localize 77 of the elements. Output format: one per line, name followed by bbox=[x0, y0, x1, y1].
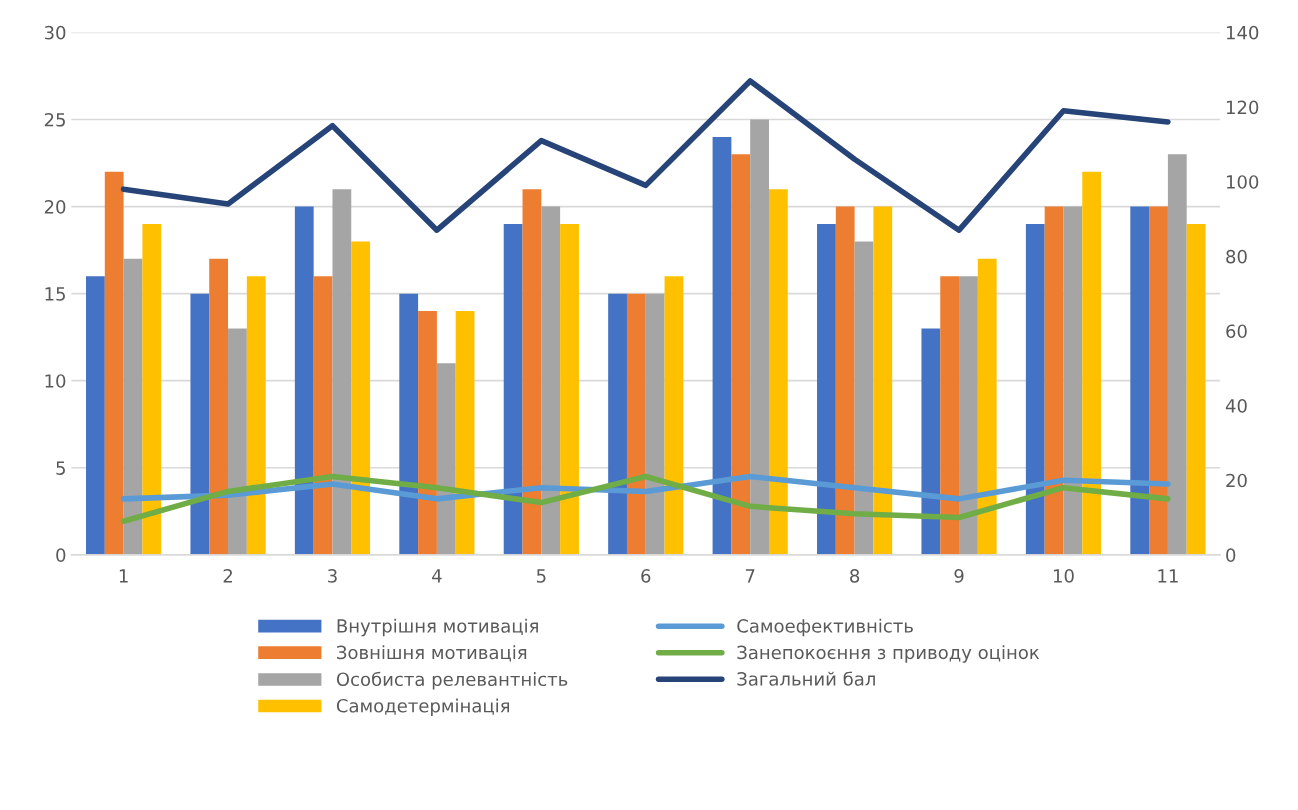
y-tick-label: 0 bbox=[56, 548, 66, 562]
y-tick-label: 5 bbox=[56, 461, 65, 475]
bar bbox=[560, 223, 579, 555]
bar bbox=[750, 119, 769, 555]
bar bbox=[873, 206, 893, 555]
bar bbox=[294, 206, 314, 555]
x-tick-label: 11 bbox=[1158, 569, 1178, 583]
bar bbox=[854, 241, 874, 555]
x-tick-label: 3 bbox=[328, 569, 337, 583]
x-tick-label: 5 bbox=[536, 569, 546, 583]
bar bbox=[645, 293, 665, 555]
bar bbox=[541, 206, 561, 555]
y2-tick-label: 0 bbox=[1226, 548, 1236, 562]
bar bbox=[522, 189, 542, 555]
y2-tick-label: 40 bbox=[1225, 399, 1247, 413]
legend-label: Самодетермінація bbox=[336, 698, 510, 717]
legend-label: Особиста релевантність bbox=[336, 671, 568, 690]
bar bbox=[921, 328, 941, 555]
legend-label: Внутрішня мотивація bbox=[337, 618, 538, 637]
x-tick-label: 8 bbox=[850, 569, 860, 583]
bar bbox=[608, 293, 627, 555]
bar bbox=[768, 189, 788, 555]
x-tick-label: 2 bbox=[223, 569, 232, 583]
bar bbox=[436, 363, 456, 555]
bar bbox=[712, 136, 732, 555]
bar bbox=[332, 189, 352, 555]
y-tick-label: 20 bbox=[44, 200, 66, 214]
bar bbox=[104, 171, 124, 555]
bar bbox=[959, 276, 978, 555]
bar bbox=[190, 293, 210, 555]
bar bbox=[209, 258, 229, 555]
y-tick-label: 15 bbox=[45, 287, 65, 301]
bar bbox=[1149, 206, 1168, 555]
bar bbox=[1063, 206, 1083, 555]
y2-tick-label: 140 bbox=[1226, 25, 1259, 40]
bar bbox=[503, 223, 523, 555]
bar bbox=[977, 258, 997, 555]
y2-tick-label: 60 bbox=[1226, 324, 1247, 339]
legend-label: Зовнішня мотивація bbox=[337, 645, 527, 662]
bar bbox=[399, 293, 419, 555]
legend-label: Занепокоєння з приводу оцінок bbox=[737, 645, 1040, 663]
x-tick-label: 7 bbox=[745, 569, 755, 583]
y-tick-label: 10 bbox=[45, 374, 66, 388]
y2-tick-label: 80 bbox=[1226, 249, 1247, 264]
bar bbox=[351, 241, 371, 555]
bar bbox=[664, 276, 684, 555]
bar bbox=[940, 276, 960, 555]
bar bbox=[418, 311, 437, 555]
bar bbox=[123, 258, 143, 555]
bar bbox=[86, 276, 105, 555]
y-tick-label: 30 bbox=[44, 25, 66, 40]
bar bbox=[626, 293, 646, 555]
y2-tick-label: 20 bbox=[1226, 473, 1247, 488]
bar bbox=[835, 206, 855, 555]
bar bbox=[817, 223, 836, 555]
legend-label: Загальний бал bbox=[737, 671, 875, 686]
bar bbox=[731, 154, 751, 555]
x-tick-label: 10 bbox=[1053, 569, 1074, 583]
x-tick-label: 6 bbox=[641, 569, 651, 583]
bar bbox=[313, 276, 333, 555]
bar bbox=[1167, 154, 1187, 555]
bar bbox=[246, 276, 266, 555]
bar bbox=[1082, 171, 1102, 555]
y-tick-label: 25 bbox=[44, 112, 65, 127]
bar bbox=[1025, 223, 1045, 555]
x-tick-label: 1 bbox=[119, 569, 128, 583]
bar bbox=[1044, 206, 1064, 555]
bar bbox=[1130, 206, 1150, 555]
y2-tick-label: 120 bbox=[1226, 100, 1259, 115]
x-tick-label: 9 bbox=[954, 569, 964, 583]
legend-label: Самоефективність bbox=[737, 618, 913, 637]
bar bbox=[228, 328, 247, 555]
bar bbox=[1186, 223, 1206, 555]
bar bbox=[142, 223, 162, 555]
y2-tick-label: 100 bbox=[1226, 175, 1259, 189]
bar bbox=[455, 311, 475, 555]
x-tick-label: 4 bbox=[432, 569, 442, 583]
